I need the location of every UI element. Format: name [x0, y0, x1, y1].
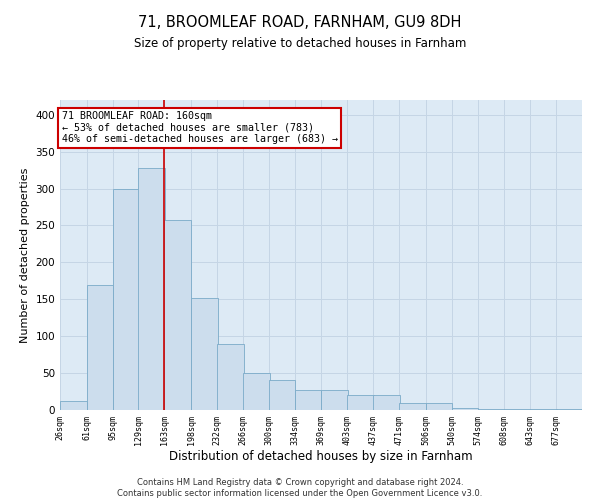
Bar	[295, 390, 322, 410]
Bar	[217, 344, 244, 410]
Bar	[164, 220, 191, 410]
Text: 71 BROOMLEAF ROAD: 160sqm
← 53% of detached houses are smaller (783)
46% of semi: 71 BROOMLEAF ROAD: 160sqm ← 53% of detac…	[62, 111, 338, 144]
Bar	[530, 408, 557, 410]
Bar	[139, 168, 165, 410]
Bar	[347, 395, 374, 410]
Bar	[452, 408, 478, 410]
Bar	[191, 298, 218, 410]
Bar	[426, 402, 452, 410]
Bar	[113, 188, 139, 410]
Bar	[60, 401, 86, 410]
X-axis label: Distribution of detached houses by size in Farnham: Distribution of detached houses by size …	[169, 450, 473, 464]
Bar	[269, 380, 295, 410]
Text: Contains HM Land Registry data © Crown copyright and database right 2024.
Contai: Contains HM Land Registry data © Crown c…	[118, 478, 482, 498]
Bar	[399, 402, 426, 410]
Text: Size of property relative to detached houses in Farnham: Size of property relative to detached ho…	[134, 38, 466, 51]
Y-axis label: Number of detached properties: Number of detached properties	[20, 168, 30, 342]
Bar	[373, 395, 400, 410]
Bar	[322, 390, 348, 410]
Bar	[86, 284, 113, 410]
Text: 71, BROOMLEAF ROAD, FARNHAM, GU9 8DH: 71, BROOMLEAF ROAD, FARNHAM, GU9 8DH	[139, 15, 461, 30]
Bar	[243, 373, 269, 410]
